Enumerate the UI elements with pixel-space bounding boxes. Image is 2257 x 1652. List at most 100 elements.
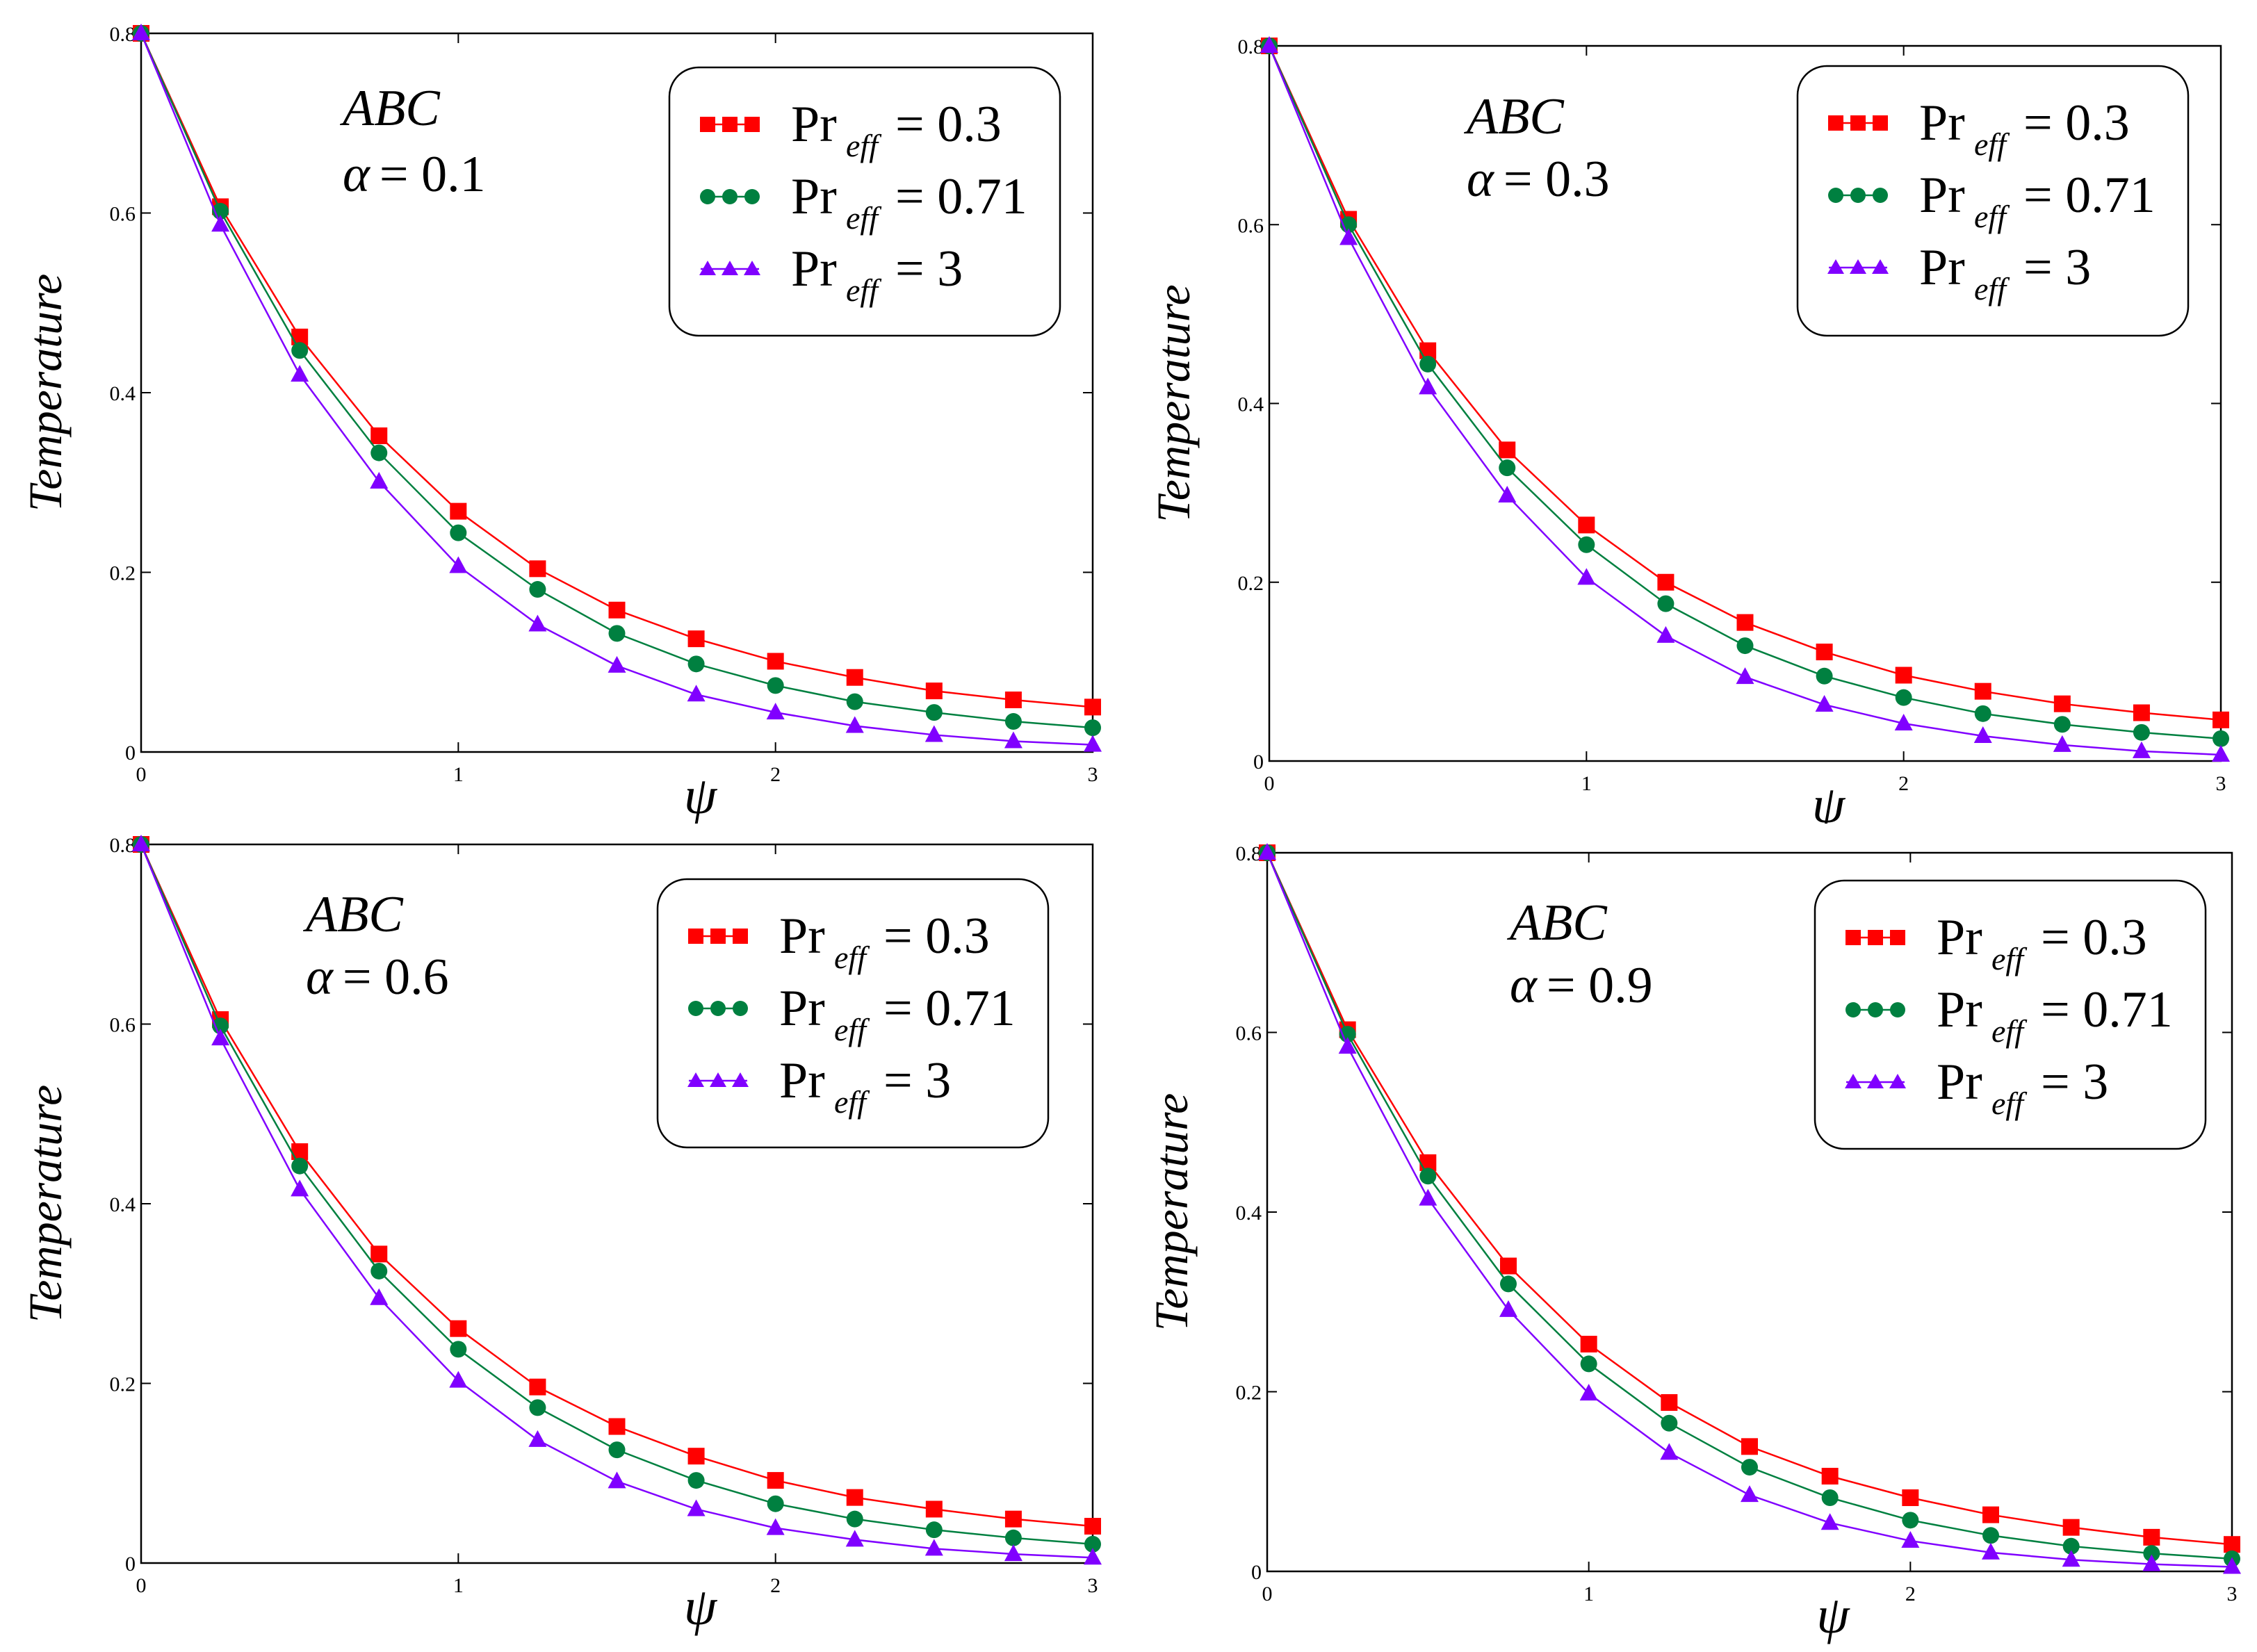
legend-label-value: = 0.71 — [883, 980, 1016, 1037]
data-point-square — [767, 653, 784, 670]
y-tick-label: 0.6 — [1238, 214, 1264, 237]
data-point-circle — [370, 1262, 388, 1279]
chart-panel-alpha-0-9: 0 1 2 3 0 0.2 0.4 0.6 0.8 ψ Temperature ABC α = 0.9 Pr… — [1128, 827, 2256, 1651]
legend-label-value: = 0.3 — [2023, 95, 2130, 152]
data-point-circle — [1084, 719, 1101, 737]
legend-box — [1814, 879, 2207, 1150]
data-point-triangle — [924, 725, 943, 742]
y-tick-label: 0 — [1251, 1561, 1262, 1584]
data-point-circle — [450, 1341, 467, 1358]
data-point-triangle — [1660, 1443, 1679, 1460]
data-point-triangle — [1973, 726, 1992, 743]
data-point-square — [2213, 711, 2229, 728]
legend-label-value: = 3 — [895, 240, 963, 297]
y-tick-label: 0 — [1253, 751, 1264, 774]
data-point-circle — [2133, 723, 2150, 741]
x-tick-label: 0 — [136, 1574, 147, 1597]
legend-box — [668, 66, 1061, 337]
data-point-square — [846, 669, 863, 686]
data-point-triangle — [132, 835, 150, 851]
chart-panel-alpha-0-1: 0 1 2 3 0 0.2 0.4 0.6 0.8 ψ Temperature ABC α = 0.1 Pr… — [0, 0, 1128, 824]
annotation-abc: ABC — [1506, 894, 1608, 951]
data-point-circle — [2062, 1537, 2080, 1555]
data-point-square — [1816, 644, 1833, 661]
data-point-square — [1004, 1510, 1022, 1528]
legend-marker-triangle — [1867, 1074, 1884, 1088]
data-point-square — [370, 1245, 388, 1263]
data-point-triangle — [2212, 744, 2230, 762]
legend-label-value: = 0.71 — [2023, 167, 2156, 224]
x-tick-label: 1 — [453, 1574, 464, 1597]
data-point-triangle — [1004, 731, 1022, 749]
legend-marker-triangle — [699, 261, 716, 275]
legend-label-pr: Pr — [779, 1052, 825, 1109]
data-point-square — [1004, 692, 1022, 709]
alpha-symbol: α — [306, 949, 334, 1006]
legend-marker-triangle — [1827, 259, 1844, 274]
alpha-symbol: α — [1510, 957, 1538, 1014]
data-point-circle — [925, 704, 943, 721]
legend-label-sub: eff — [834, 940, 870, 975]
data-point-square — [1741, 1438, 1758, 1455]
data-point-square — [1084, 698, 1101, 716]
alpha-value: = 0.6 — [343, 949, 449, 1006]
data-point-circle — [687, 655, 705, 673]
legend-label-pr: Pr — [1919, 167, 1965, 224]
data-point-triangle — [2142, 1554, 2161, 1571]
alpha-value: = 0.1 — [380, 146, 486, 203]
x-tick-label: 2 — [1905, 1583, 1916, 1605]
data-point-triangle — [132, 24, 150, 40]
data-point-triangle — [291, 365, 309, 382]
data-point-circle — [529, 1399, 546, 1416]
data-point-triangle — [211, 215, 230, 232]
legend-label-sub: eff — [846, 128, 882, 163]
data-point-square — [608, 1418, 626, 1435]
legend-marker-triangle — [1872, 259, 1889, 274]
data-point-circle — [2213, 730, 2229, 747]
data-point-triangle — [1901, 1531, 1920, 1548]
data-point-square — [1657, 573, 1675, 591]
y-tick-label: 0.4 — [1238, 393, 1264, 416]
data-point-triangle — [1004, 1544, 1022, 1562]
x-tick-label: 3 — [1088, 1574, 1098, 1597]
data-point-triangle — [1419, 377, 1437, 395]
y-tick-label: 0.8 — [1236, 842, 1262, 865]
x-tick-label: 0 — [1262, 1583, 1273, 1605]
data-point-square — [2062, 1519, 2080, 1536]
data-point-triangle — [845, 716, 864, 733]
data-point-circle — [608, 625, 626, 642]
y-tick-label: 0.4 — [110, 382, 136, 405]
legend-marker-triangle — [722, 261, 738, 275]
legend-label-value: = 0.3 — [883, 908, 990, 965]
data-point-circle — [2143, 1545, 2160, 1562]
data-point-square — [1821, 1467, 1839, 1485]
chart-panel-alpha-0-3: 0 1 2 3 0 0.2 0.4 0.6 0.8 ψ Temperature ABC α = 0.3 Pr… — [1128, 0, 2256, 824]
y-tick-label: 0.8 — [110, 834, 136, 857]
data-point-triangle — [449, 556, 468, 573]
data-point-circle — [767, 677, 784, 694]
data-point-triangle — [687, 685, 706, 702]
x-tick-label: 2 — [770, 763, 781, 786]
data-point-circle — [1741, 1459, 1758, 1476]
data-point-circle — [1736, 637, 1754, 655]
data-point-triangle — [1579, 1384, 1598, 1401]
data-point-triangle — [1258, 843, 1276, 860]
data-point-circle — [846, 693, 863, 710]
y-tick-label: 0 — [125, 742, 136, 764]
data-point-triangle — [1084, 1548, 1102, 1565]
annotation-alpha: α = 0.1 — [343, 146, 486, 203]
legend-label-pr: Pr — [1919, 239, 1965, 296]
legend-marker-triangle — [1850, 259, 1866, 274]
legend-label-pr: Pr — [1919, 95, 1965, 152]
data-point-triangle — [1656, 625, 1675, 643]
data-point-square — [608, 601, 626, 619]
data-point-triangle — [687, 1499, 706, 1516]
data-point-square — [925, 682, 943, 700]
data-point-square — [687, 1448, 705, 1465]
data-point-circle — [687, 1472, 705, 1489]
x-axis-label: ψ — [1812, 776, 1846, 824]
data-point-circle — [846, 1510, 863, 1528]
data-point-triangle — [370, 471, 389, 489]
data-point-square — [529, 1378, 546, 1396]
legend-marker-triangle — [744, 261, 760, 275]
